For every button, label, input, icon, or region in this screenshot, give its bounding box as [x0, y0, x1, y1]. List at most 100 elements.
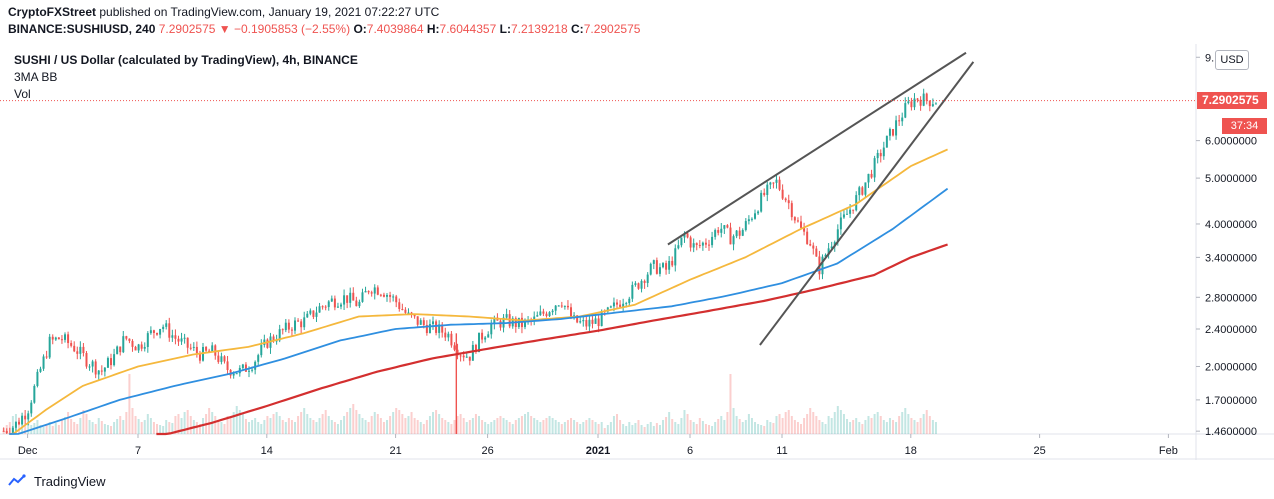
candles: [2, 88, 937, 435]
candle-body: [732, 236, 735, 245]
upper-trendline[interactable]: [667, 51, 967, 246]
candle-body: [928, 100, 931, 107]
volume-bar: [563, 422, 566, 434]
chart-title: SUSHI / US Dollar (calculated by Trading…: [14, 53, 358, 67]
candle-body: [156, 332, 159, 335]
candle-body: [119, 346, 122, 353]
candle-body: [873, 158, 876, 178]
candle-body: [51, 336, 54, 340]
volume-bar: [358, 414, 361, 434]
moving-averages: [9, 148, 949, 436]
candle-body: [493, 317, 496, 324]
volume-bar: [263, 420, 266, 434]
candle-body: [793, 217, 796, 221]
volume-bar: [570, 418, 573, 434]
candle-body: [781, 189, 784, 199]
candle-body: [24, 415, 27, 420]
candle-body: [355, 300, 358, 307]
volume-bar: [757, 424, 760, 434]
volume-bar: [300, 412, 303, 434]
volume-bar: [214, 416, 217, 434]
price-tick-label: 1.7000000: [1205, 395, 1257, 407]
candle-body: [343, 295, 346, 305]
volume-bar: [833, 412, 836, 434]
volume-bar: [524, 414, 527, 434]
volume-bar: [864, 420, 867, 434]
candle-body: [303, 317, 306, 328]
volume-bar: [471, 418, 474, 434]
tradingview-branding[interactable]: TradingView: [8, 472, 106, 490]
volume-bar: [778, 414, 781, 434]
candle-body: [94, 361, 97, 375]
volume-legend[interactable]: Vol: [14, 87, 31, 101]
volume-bar: [763, 426, 766, 434]
volume-bar: [885, 422, 888, 434]
volume-bar: [395, 408, 398, 434]
candle-body: [686, 233, 689, 238]
candle-body: [324, 306, 327, 308]
volume-bar: [692, 422, 695, 434]
candle-body: [735, 230, 738, 237]
indicator-legend[interactable]: 3MA BB: [14, 70, 58, 84]
price-axis-labels[interactable]: 9. 6.0000000 5.0000000 4.0000000 3.4000000 2.…: [1196, 52, 1257, 438]
currency-button[interactable]: USD: [1215, 50, 1249, 70]
candle-body: [778, 179, 781, 190]
volume-bar: [907, 414, 910, 434]
candle-body: [619, 304, 622, 307]
volume-bar: [404, 418, 407, 434]
trendlines[interactable]: [667, 51, 975, 346]
volume-bar: [677, 424, 680, 434]
candle-body: [134, 346, 137, 351]
volume-bar: [502, 418, 505, 434]
candle-body: [70, 343, 73, 346]
candle-body: [481, 332, 484, 340]
time-axis-labels[interactable]: Dec 7 14 21 26 2021 6 11 18 25 Feb: [18, 434, 1178, 457]
volume-bar: [689, 420, 692, 434]
brand-name: TradingView: [34, 473, 106, 489]
ohlc-header: BINANCE:SUSHIUSD, 240 7.2902575 ▼ −0.190…: [8, 22, 640, 36]
price-tick-label: 1.4600000: [1205, 426, 1257, 438]
candle-body: [73, 345, 76, 352]
volume-bar: [846, 419, 849, 434]
candle-body: [281, 329, 284, 331]
volume-bar: [76, 424, 79, 434]
volume-bar: [591, 420, 594, 434]
volume-bar: [616, 414, 619, 434]
candle-body: [211, 345, 214, 353]
low-label: L:: [499, 22, 511, 36]
candle-body: [330, 298, 333, 302]
candle-body: [186, 337, 189, 348]
volume-bar: [11, 416, 14, 434]
candle-body: [42, 356, 45, 369]
volume-bar: [680, 418, 683, 434]
price-tick-label: 2.8000000: [1205, 292, 1257, 304]
volume-bar: [726, 412, 729, 434]
candle-body: [321, 306, 324, 308]
lower-trendline[interactable]: [759, 61, 975, 346]
volume-bar: [714, 422, 717, 434]
candle-body: [174, 335, 177, 339]
volume-bar: [508, 422, 511, 434]
publish-info: CryptoFXStreet published on TradingView.…: [8, 5, 439, 19]
volume-bar: [806, 414, 809, 434]
candle-body: [570, 307, 573, 319]
volume-bar: [536, 420, 539, 434]
open-label: O:: [353, 22, 367, 36]
candle-body: [435, 321, 438, 333]
candle-body: [235, 373, 238, 375]
volume-bar: [560, 424, 563, 434]
candle-body: [214, 345, 217, 356]
candle-body: [704, 242, 707, 245]
volume-bar: [413, 418, 416, 434]
volume-bar: [88, 420, 91, 434]
candle-body: [655, 260, 658, 274]
volume-bar: [505, 420, 508, 434]
candle-body: [796, 220, 799, 222]
candle-body: [867, 173, 870, 183]
candle-body: [800, 221, 803, 228]
volume-bar: [125, 412, 128, 434]
price-tick-label: 6.0000000: [1205, 136, 1257, 148]
candle-body: [79, 346, 82, 354]
candle-body: [772, 182, 775, 184]
